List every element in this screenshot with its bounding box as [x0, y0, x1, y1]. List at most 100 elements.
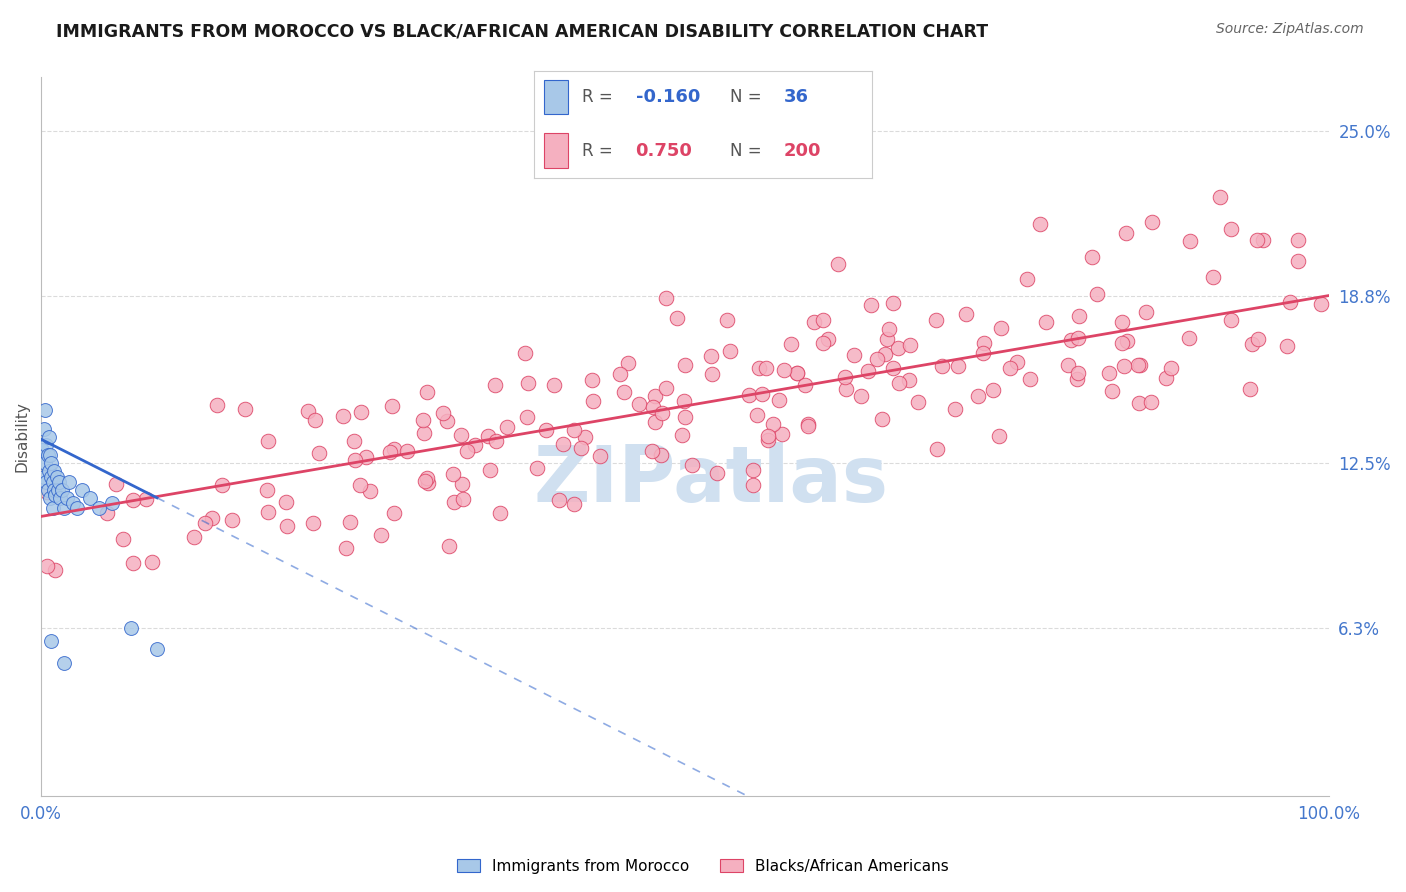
- Point: [464, 438, 486, 452]
- Point: [135, 492, 157, 507]
- Point: [702, 367, 724, 381]
- Point: [412, 413, 434, 427]
- Point: [496, 420, 519, 434]
- Text: ZIPatlas: ZIPatlas: [533, 442, 889, 517]
- Point: [211, 478, 233, 492]
- Point: [488, 507, 510, 521]
- Point: [1209, 190, 1232, 204]
- Point: [755, 360, 778, 375]
- Point: [477, 428, 499, 442]
- Text: 36: 36: [785, 88, 808, 106]
- Point: [882, 361, 904, 376]
- Point: [844, 348, 866, 362]
- Point: [1247, 332, 1270, 346]
- Point: [439, 540, 461, 554]
- Point: [1017, 271, 1039, 285]
- Point: [45, 469, 67, 483]
- Point: [395, 443, 418, 458]
- Point: [35, 475, 58, 489]
- Point: [700, 349, 723, 363]
- Point: [120, 621, 142, 635]
- Point: [343, 434, 366, 449]
- Point: [742, 478, 765, 492]
- Point: [41, 475, 63, 489]
- Point: [651, 406, 673, 420]
- Point: [1310, 297, 1333, 311]
- Point: [548, 492, 571, 507]
- Point: [967, 389, 990, 403]
- Point: [42, 483, 65, 497]
- Point: [48, 475, 70, 489]
- Point: [485, 434, 508, 448]
- Point: [41, 456, 63, 470]
- Point: [672, 394, 695, 409]
- Point: [1115, 226, 1137, 240]
- Point: [946, 359, 969, 373]
- Point: [233, 401, 256, 416]
- Point: [887, 342, 910, 356]
- Point: [456, 444, 478, 458]
- Point: [748, 361, 770, 376]
- Point: [96, 506, 118, 520]
- Point: [1112, 359, 1135, 373]
- Point: [58, 475, 80, 489]
- Point: [898, 337, 921, 351]
- Point: [898, 373, 921, 387]
- Point: [451, 477, 474, 491]
- Point: [1139, 395, 1161, 409]
- Point: [1101, 384, 1123, 399]
- Point: [924, 313, 946, 327]
- Point: [756, 434, 779, 448]
- Point: [332, 409, 354, 424]
- Point: [1111, 335, 1133, 350]
- Point: [105, 476, 128, 491]
- Point: [981, 384, 1004, 398]
- Text: N =: N =: [730, 142, 766, 160]
- Point: [382, 442, 405, 456]
- Point: [72, 483, 94, 497]
- Point: [907, 395, 929, 409]
- Point: [644, 389, 666, 403]
- Point: [751, 387, 773, 401]
- Point: [673, 410, 696, 425]
- Point: [650, 448, 672, 462]
- Point: [183, 531, 205, 545]
- Point: [1246, 233, 1268, 247]
- Point: [860, 298, 883, 312]
- Point: [716, 312, 738, 326]
- Point: [772, 362, 794, 376]
- Point: [56, 491, 79, 505]
- Text: -0.160: -0.160: [636, 88, 700, 106]
- Point: [356, 450, 378, 465]
- Point: [613, 385, 636, 400]
- Point: [413, 425, 436, 440]
- Point: [526, 461, 548, 475]
- Point: [955, 307, 977, 321]
- Point: [756, 428, 779, 442]
- Point: [1219, 313, 1241, 327]
- Point: [887, 376, 910, 391]
- Point: [943, 402, 966, 417]
- Point: [256, 483, 278, 498]
- Point: [762, 417, 785, 432]
- Point: [416, 384, 439, 399]
- Text: 0.750: 0.750: [636, 142, 692, 160]
- Point: [671, 428, 693, 442]
- Point: [925, 442, 948, 457]
- Point: [581, 373, 603, 387]
- Point: [742, 463, 765, 477]
- Point: [627, 397, 650, 411]
- Text: R =: R =: [582, 88, 617, 106]
- Point: [101, 496, 124, 510]
- FancyBboxPatch shape: [544, 134, 568, 168]
- Point: [515, 346, 537, 360]
- Point: [1035, 315, 1057, 329]
- Point: [551, 437, 574, 451]
- Point: [786, 366, 808, 380]
- Point: [257, 505, 280, 519]
- Point: [122, 557, 145, 571]
- Point: [205, 398, 228, 412]
- Point: [1239, 383, 1261, 397]
- Point: [308, 446, 330, 460]
- Point: [122, 492, 145, 507]
